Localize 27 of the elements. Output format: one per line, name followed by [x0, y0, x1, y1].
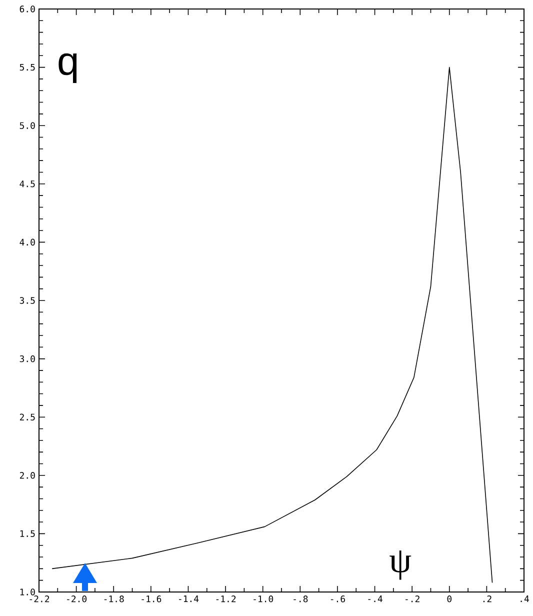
x-tick-label: -2.2 [30, 596, 50, 602]
x-tick-label: -1.6 [142, 596, 162, 602]
x-tick-label: -1.4 [178, 596, 199, 602]
x-tick-label: -2.0 [67, 596, 87, 602]
x-tick-label: -1.2 [216, 596, 236, 602]
y-tick-label: 3.0 [20, 355, 35, 362]
y-tick-label: 5.5 [20, 64, 35, 71]
y-tick-label: 3.5 [20, 297, 35, 304]
x-tick-label: -1.0 [254, 596, 274, 602]
y-tick-label: 2.5 [20, 414, 35, 420]
x-tick-label: .4 [520, 596, 529, 602]
y-tick-label: 4.5 [20, 180, 35, 188]
x-tick-label: -.4 [368, 596, 382, 602]
x-axis-title: ψ [390, 550, 412, 580]
y-tick-label: 1.0 [20, 588, 35, 596]
x-tick-label: .2 [483, 596, 492, 602]
y-tick-label: 6.0 [20, 6, 35, 12]
y-tick-label: 1.5 [20, 530, 35, 538]
x-tick-label: -.6 [330, 596, 345, 602]
x-tick-label: -.8 [294, 596, 308, 602]
x-tick-label: -1.8 [104, 596, 124, 602]
y-axis-title: q [58, 53, 77, 84]
y-tick-label: 4.0 [20, 238, 35, 246]
y-tick-label: 2.0 [20, 472, 35, 479]
x-tick-label: 0 [447, 596, 452, 602]
y-tick-label: 5.0 [20, 122, 35, 129]
x-tick-label: -.2 [406, 596, 420, 602]
